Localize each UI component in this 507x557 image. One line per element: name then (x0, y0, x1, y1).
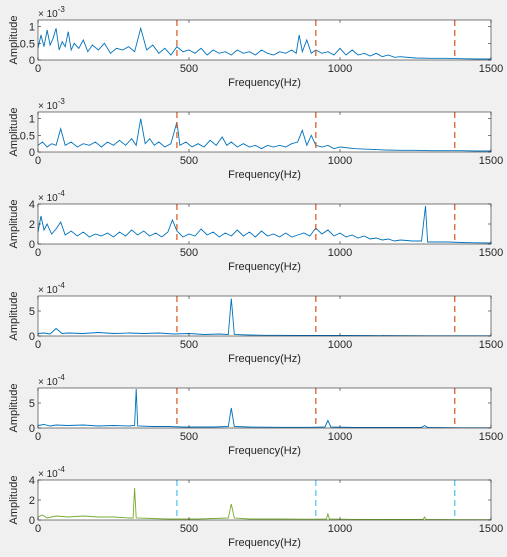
axes-background (38, 20, 491, 60)
y-tick-label: 2 (29, 495, 35, 507)
y-tick-label: 0 (29, 515, 35, 527)
series-line-1 (38, 26, 491, 60)
x-axis-label: Frequency(Hz) (228, 353, 301, 365)
y-axis-label: Amplitude (8, 384, 20, 433)
subplot-1: 0 500 1000 1500 0 0.5 1 Frequency(Hz) Amplitude ×… (8, 5, 503, 89)
axes-background (38, 480, 491, 520)
y-tick-label: 0.5 (20, 130, 35, 142)
x-tick-label: 1500 (479, 63, 503, 75)
x-tick-label: 0 (35, 155, 41, 167)
y-exponent-label: × 10-4 (38, 465, 65, 480)
subplot-3: 0 500 1000 1500 0 2 4 Frequency(Hz) Amplitude × 1… (8, 189, 503, 273)
y-axis-label: Amplitude (8, 200, 20, 249)
exponent-base: × 10 (38, 9, 58, 20)
x-tick-label: 500 (180, 247, 198, 259)
y-exponent-label: × 10-4 (38, 281, 65, 296)
y-exponent-label: × 10-4 (38, 189, 65, 204)
y-tick-label: 0 (29, 55, 35, 67)
exponent-power: -4 (58, 373, 66, 382)
x-tick-label: 0 (35, 63, 41, 75)
y-tick-label: 0 (29, 147, 35, 159)
exponent-base: × 10 (38, 469, 58, 480)
series-line-1 (38, 205, 491, 244)
series-line-1 (38, 388, 491, 428)
x-tick-label: 500 (180, 523, 198, 535)
y-axis-label: Amplitude (8, 108, 20, 157)
x-tick-label: 0 (35, 247, 41, 259)
x-axis-label: Frequency(Hz) (228, 77, 301, 89)
y-tick-label: 4 (29, 199, 35, 211)
x-tick-label: 1500 (479, 155, 503, 167)
axes-frame (37, 387, 492, 429)
axes-background (38, 112, 491, 152)
x-axis-label: Frequency(Hz) (228, 169, 301, 181)
axes-frame (37, 111, 492, 153)
y-axis-label: Amplitude (8, 16, 20, 65)
y-tick-label: 0 (29, 239, 35, 251)
exponent-power: -3 (58, 97, 66, 106)
y-tick-label: 4 (29, 475, 35, 487)
subplot-2: 0 500 1000 1500 0 0.5 1 Frequency(Hz) Amplitude ×… (8, 97, 503, 181)
y-tick-label: 1 (29, 22, 35, 34)
x-tick-label: 1000 (328, 523, 352, 535)
y-tick-label: 0.5 (20, 38, 35, 50)
y-exponent-label: × 10-4 (38, 373, 65, 388)
x-tick-label: 500 (180, 431, 198, 443)
x-tick-label: 0 (35, 523, 41, 535)
axes-frame (37, 19, 492, 61)
x-tick-label: 500 (180, 155, 198, 167)
exponent-base: × 10 (38, 101, 58, 112)
y-exponent-label: × 10-3 (38, 5, 65, 20)
y-exponent-label: × 10-3 (38, 97, 65, 112)
series-line-1 (38, 118, 491, 152)
y-tick-label: 0 (29, 423, 35, 435)
x-axis-label: Frequency(Hz) (228, 537, 301, 549)
x-axis-label: Frequency(Hz) (228, 261, 301, 273)
x-tick-label: 0 (35, 339, 41, 351)
x-tick-label: 1000 (328, 247, 352, 259)
y-tick-label: 5 (29, 398, 35, 410)
x-tick-label: 500 (180, 63, 198, 75)
x-tick-label: 1000 (328, 63, 352, 75)
x-tick-label: 1000 (328, 431, 352, 443)
y-axis-label: Amplitude (8, 476, 20, 525)
y-tick-label: 0 (29, 331, 35, 343)
y-tick-label: 2 (29, 219, 35, 231)
y-axis-label: Amplitude (8, 292, 20, 341)
exponent-power: -4 (58, 465, 66, 474)
axes-frame (37, 295, 492, 337)
exponent-power: -3 (58, 5, 66, 14)
axes-background (38, 296, 491, 336)
x-tick-label: 1500 (479, 431, 503, 443)
x-tick-label: 1500 (479, 523, 503, 535)
x-tick-label: 500 (180, 339, 198, 351)
subplot-5: 0 500 1000 1500 0 5 Frequency(Hz) Amplitude × 10… (8, 373, 503, 457)
exponent-power: -4 (58, 281, 66, 290)
subplot-6: 0 500 1000 1500 0 2 4 Frequency(Hz) Amplitude × 1… (8, 465, 503, 549)
exponent-power: -4 (58, 189, 66, 198)
exponent-base: × 10 (38, 377, 58, 388)
x-tick-label: 0 (35, 431, 41, 443)
series-line-1 (38, 487, 491, 520)
exponent-base: × 10 (38, 193, 58, 204)
x-tick-label: 1000 (328, 155, 352, 167)
subplot-4: 0 500 1000 1500 0 5 Frequency(Hz) Amplitude × 10… (8, 281, 503, 365)
axes-background (38, 388, 491, 428)
x-tick-label: 1000 (328, 339, 352, 351)
x-axis-label: Frequency(Hz) (228, 445, 301, 457)
y-tick-label: 5 (29, 306, 35, 318)
x-tick-label: 1500 (479, 339, 503, 351)
y-tick-label: 1 (29, 114, 35, 126)
x-tick-label: 1500 (479, 247, 503, 259)
exponent-base: × 10 (38, 285, 58, 296)
